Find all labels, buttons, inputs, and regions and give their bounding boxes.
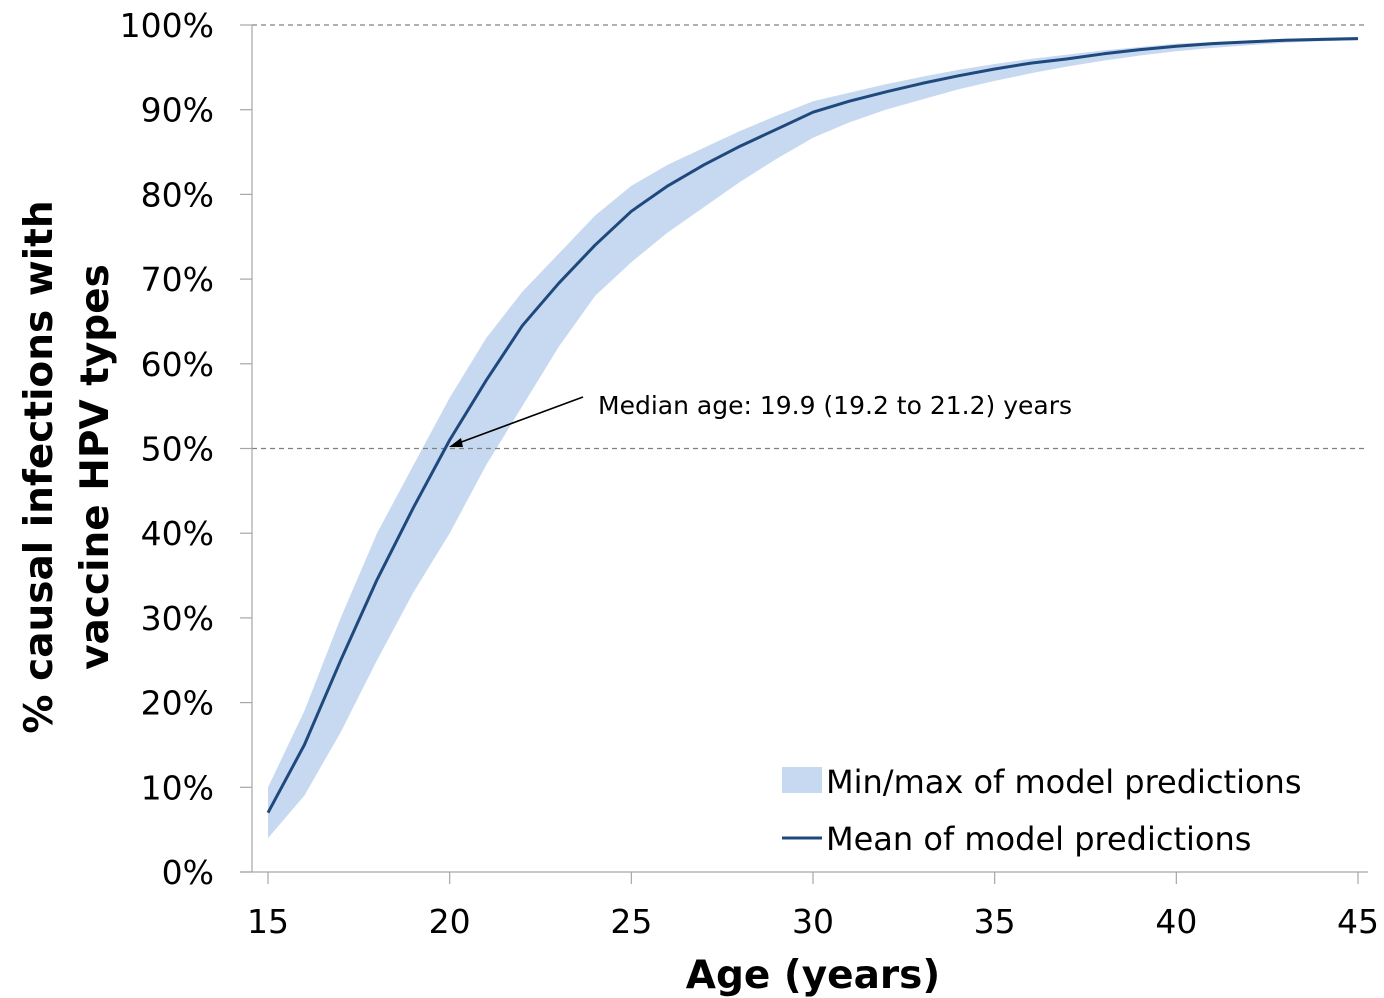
y-tick-labels: 0% 10% 20% 30% 40% 50% 60% 70% 80% 90% 100% [120,6,214,892]
y-tick-label: 20% [141,684,214,723]
x-tick-label: 15 [247,902,289,941]
y-tick-label: 70% [141,260,214,299]
x-axis-title: Age (years) [686,953,940,998]
y-tick-label: 50% [141,430,214,469]
y-tick-label: 10% [141,768,214,807]
axes [240,24,1368,884]
y-tick-label: 100% [120,6,214,45]
x-tick-label: 45 [1337,902,1379,941]
annotation-arrowhead [449,438,463,447]
reference-lines [252,24,1368,450]
y-tick-label: 80% [141,175,214,214]
y-tick-label: 90% [141,91,214,130]
y-axis-title-line-1: % causal infections with [17,200,62,733]
y-axis-title: % causal infections with vaccine HPV typ… [17,200,118,733]
legend: Min/max of model predictions Mean of mod… [782,763,1302,858]
y-tick-label: 60% [141,345,214,384]
min-max-band [268,36,1358,839]
x-tick-label: 25 [610,902,652,941]
y-tick-label: 30% [141,599,214,638]
y-tick-label: 0% [162,853,214,892]
x-tick-label: 30 [792,902,834,941]
x-tick-label: 40 [1155,902,1197,941]
y-tick-label: 40% [141,514,214,553]
series-layer [266,37,1359,814]
mean-line [266,37,1359,814]
x-tick-label: 35 [974,902,1016,941]
median-annotation: Median age: 19.9 (19.2 to 21.2) years [449,391,1072,447]
annotation-arrow [455,396,584,445]
annotation-text: Median age: 19.9 (19.2 to 21.2) years [598,391,1072,420]
x-tick-labels: 15 20 25 30 35 40 45 [247,902,1379,941]
band-layer [268,36,1358,839]
legend-swatch-band [782,767,822,793]
legend-label-mean: Mean of model predictions [826,820,1251,858]
x-tick-label: 20 [429,902,471,941]
legend-label-band: Min/max of model predictions [826,763,1302,801]
y-axis-title-line-2: vaccine HPV types [73,264,118,670]
